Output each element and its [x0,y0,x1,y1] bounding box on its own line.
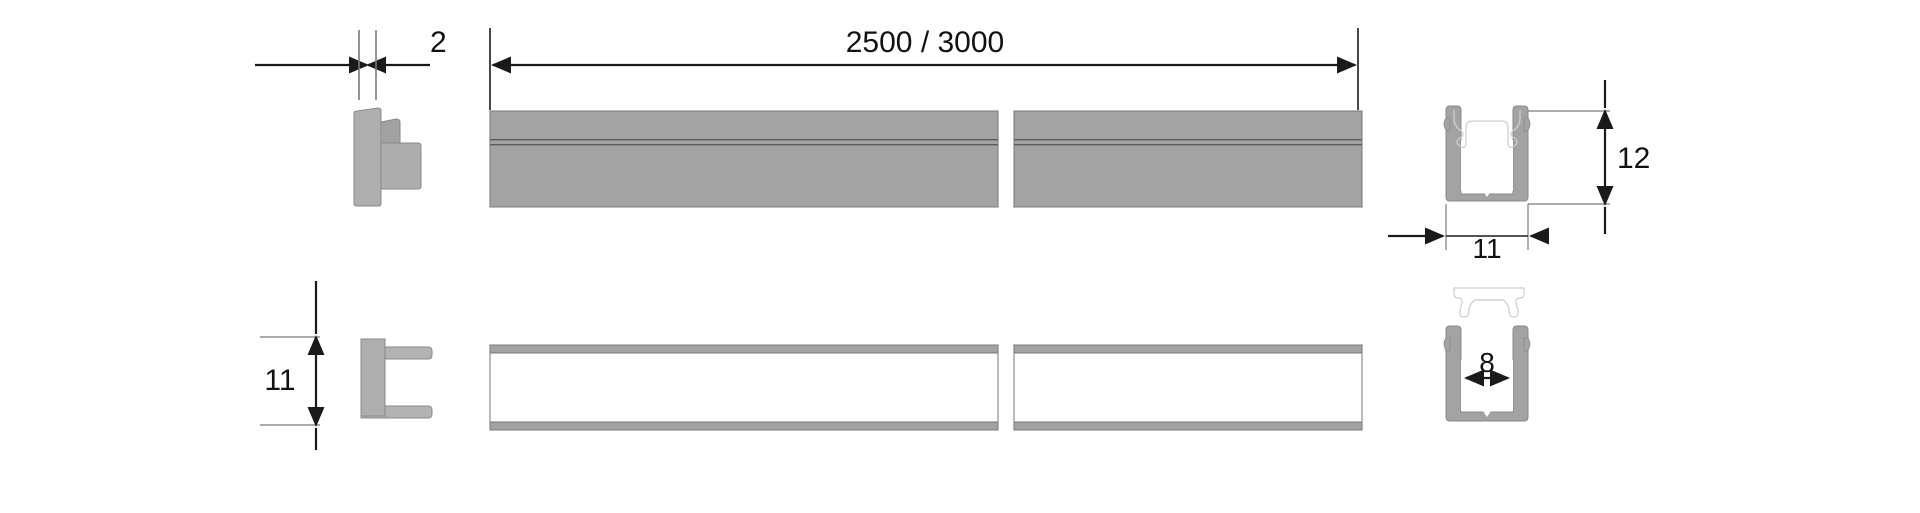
svg-text:8: 8 [1479,347,1495,378]
svg-text:11: 11 [264,364,295,397]
svg-text:2: 2 [430,26,447,59]
svg-text:2500 / 3000: 2500 / 3000 [846,26,1004,59]
svg-text:12: 12 [1617,142,1650,175]
svg-text:11: 11 [1472,233,1501,264]
